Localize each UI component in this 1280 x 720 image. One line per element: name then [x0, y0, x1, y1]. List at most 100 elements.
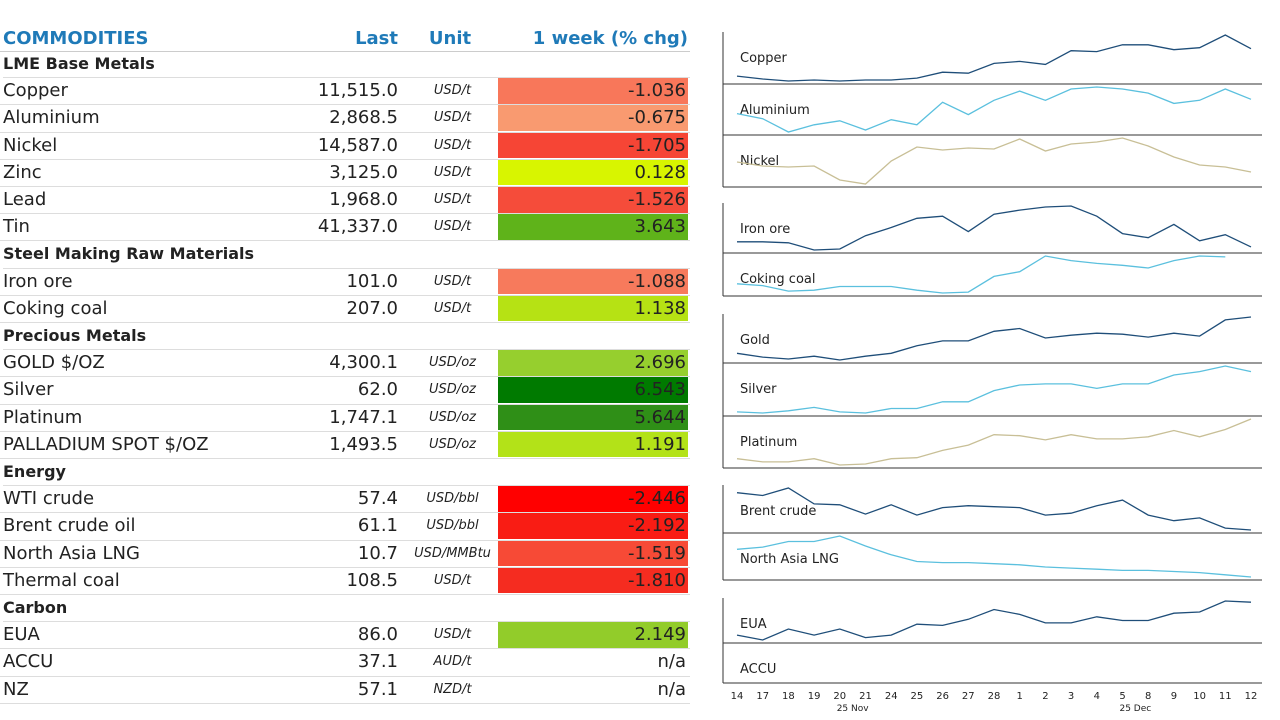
x-tick-label: 19: [808, 691, 821, 702]
panel-label: Aluminium: [740, 103, 810, 118]
sparkline: [737, 205, 1252, 251]
unit: USD/t: [433, 164, 472, 180]
unit: USD/bbl: [426, 491, 479, 507]
weekly-change: 3.643: [634, 216, 686, 238]
change-cell: [498, 350, 688, 376]
x-tick-label: 27: [962, 691, 975, 702]
sparkline: [736, 535, 1252, 578]
change-cell: [498, 105, 688, 132]
row-rule: [0, 702, 690, 704]
row-rule: [0, 512, 690, 514]
change-cell: [498, 132, 688, 159]
sparkline: [736, 255, 1226, 294]
row-rule: [0, 376, 690, 378]
commodity-name: GOLD $/OZ: [3, 352, 105, 374]
row-rule: [0, 403, 690, 405]
x-tick-label: 3: [1068, 691, 1074, 702]
sparkline: [736, 487, 1252, 531]
weekly-change: 1.191: [634, 433, 686, 455]
unit: USD/t: [433, 192, 472, 207]
section-title: Energy: [3, 459, 690, 487]
sparkline: [736, 600, 1252, 641]
row-rule: [0, 675, 690, 677]
panel-label: Coking coal: [740, 272, 815, 287]
row-rule: [0, 213, 690, 215]
weekly-change: -0.675: [627, 107, 686, 129]
header-title: COMMODITIES: [3, 28, 149, 49]
month-label: 25 Nov: [837, 704, 870, 714]
change-cell: [498, 295, 688, 322]
x-tick-label: 20: [833, 691, 846, 702]
last-price: 108.5: [346, 569, 398, 591]
panel-label: Silver: [740, 382, 777, 397]
last-price: 57.1: [357, 678, 398, 700]
last-price: 1,747.1: [329, 406, 398, 428]
x-tick-label: 24: [885, 691, 898, 702]
x-tick-label: 2: [1042, 691, 1048, 702]
last-price: 1,493.5: [329, 433, 398, 455]
panel-label: Gold: [740, 333, 770, 348]
unit: NZD/t: [433, 681, 472, 697]
x-tick-label: 21: [859, 691, 872, 702]
weekly-change: -1.519: [627, 542, 686, 564]
commodity-name: Coking coal: [3, 297, 108, 319]
change-cell: [498, 187, 688, 213]
x-tick-label: 1: [1017, 691, 1023, 702]
panel-label: Copper: [740, 51, 788, 66]
sparkline: [736, 137, 1252, 185]
last-price: 57.4: [357, 488, 398, 510]
commodity-name: Brent crude oil: [3, 515, 136, 537]
change-cell: [498, 622, 688, 648]
commodity-name: Thermal coal: [3, 569, 120, 591]
unit: USD/oz: [429, 355, 476, 371]
x-tick-label: 12: [1245, 691, 1258, 702]
header-chg: 1 week (% chg): [532, 28, 688, 49]
commodity-name: Lead: [3, 189, 47, 210]
change-cell: [498, 268, 688, 295]
unit: USD/oz: [429, 382, 476, 398]
change-cell: [498, 214, 688, 240]
last-price: 10.7: [357, 542, 398, 564]
unit: USD/t: [433, 137, 472, 153]
commodity-name: Tin: [3, 216, 30, 238]
last-price: 2,868.5: [329, 107, 398, 129]
weekly-change: n/a: [657, 678, 686, 700]
last-price: 41,337.0: [317, 216, 398, 238]
unit: USD/t: [433, 273, 472, 289]
x-tick-label: 4: [1094, 691, 1100, 702]
commodity-name: PALLADIUM SPOT $/OZ: [3, 433, 209, 455]
commodity-name: Zinc: [3, 161, 42, 183]
sparkline: [736, 418, 1252, 466]
unit: USD/t: [433, 572, 472, 588]
unit: USD/t: [433, 219, 472, 235]
row-rule: [0, 539, 690, 541]
row-rule: [0, 594, 690, 595]
commodity-name: North Asia LNG: [3, 542, 140, 564]
weekly-change: -1.705: [627, 134, 686, 156]
x-tick-label: 11: [1219, 691, 1232, 702]
weekly-change: -2.192: [627, 515, 686, 537]
x-tick-label: 5: [1119, 691, 1125, 702]
weekly-change: -2.446: [627, 488, 686, 510]
change-cell: [498, 404, 688, 431]
commodity-name: NZ: [3, 678, 29, 700]
row-rule: [0, 131, 690, 133]
weekly-change: 0.128: [634, 161, 686, 183]
section-title: Steel Making Raw Materials: [3, 241, 690, 269]
unit: USD/t: [433, 83, 472, 99]
commodity-name: Copper: [3, 80, 68, 102]
last-price: 61.1: [357, 515, 398, 537]
row-rule: [0, 648, 690, 650]
x-tick-label: 14: [731, 691, 744, 702]
last-price: 4,300.1: [329, 352, 398, 374]
sparkline: [736, 34, 1252, 82]
weekly-change: 2.696: [634, 352, 686, 374]
commodity-name: Platinum: [3, 406, 83, 428]
row-rule: [0, 322, 690, 323]
panel-label: EUA: [740, 617, 767, 632]
unit: USD/t: [433, 627, 472, 643]
x-tick-label: 26: [936, 691, 949, 702]
panel-label: Brent crude: [740, 504, 816, 519]
last-price: 14,587.0: [317, 134, 398, 156]
